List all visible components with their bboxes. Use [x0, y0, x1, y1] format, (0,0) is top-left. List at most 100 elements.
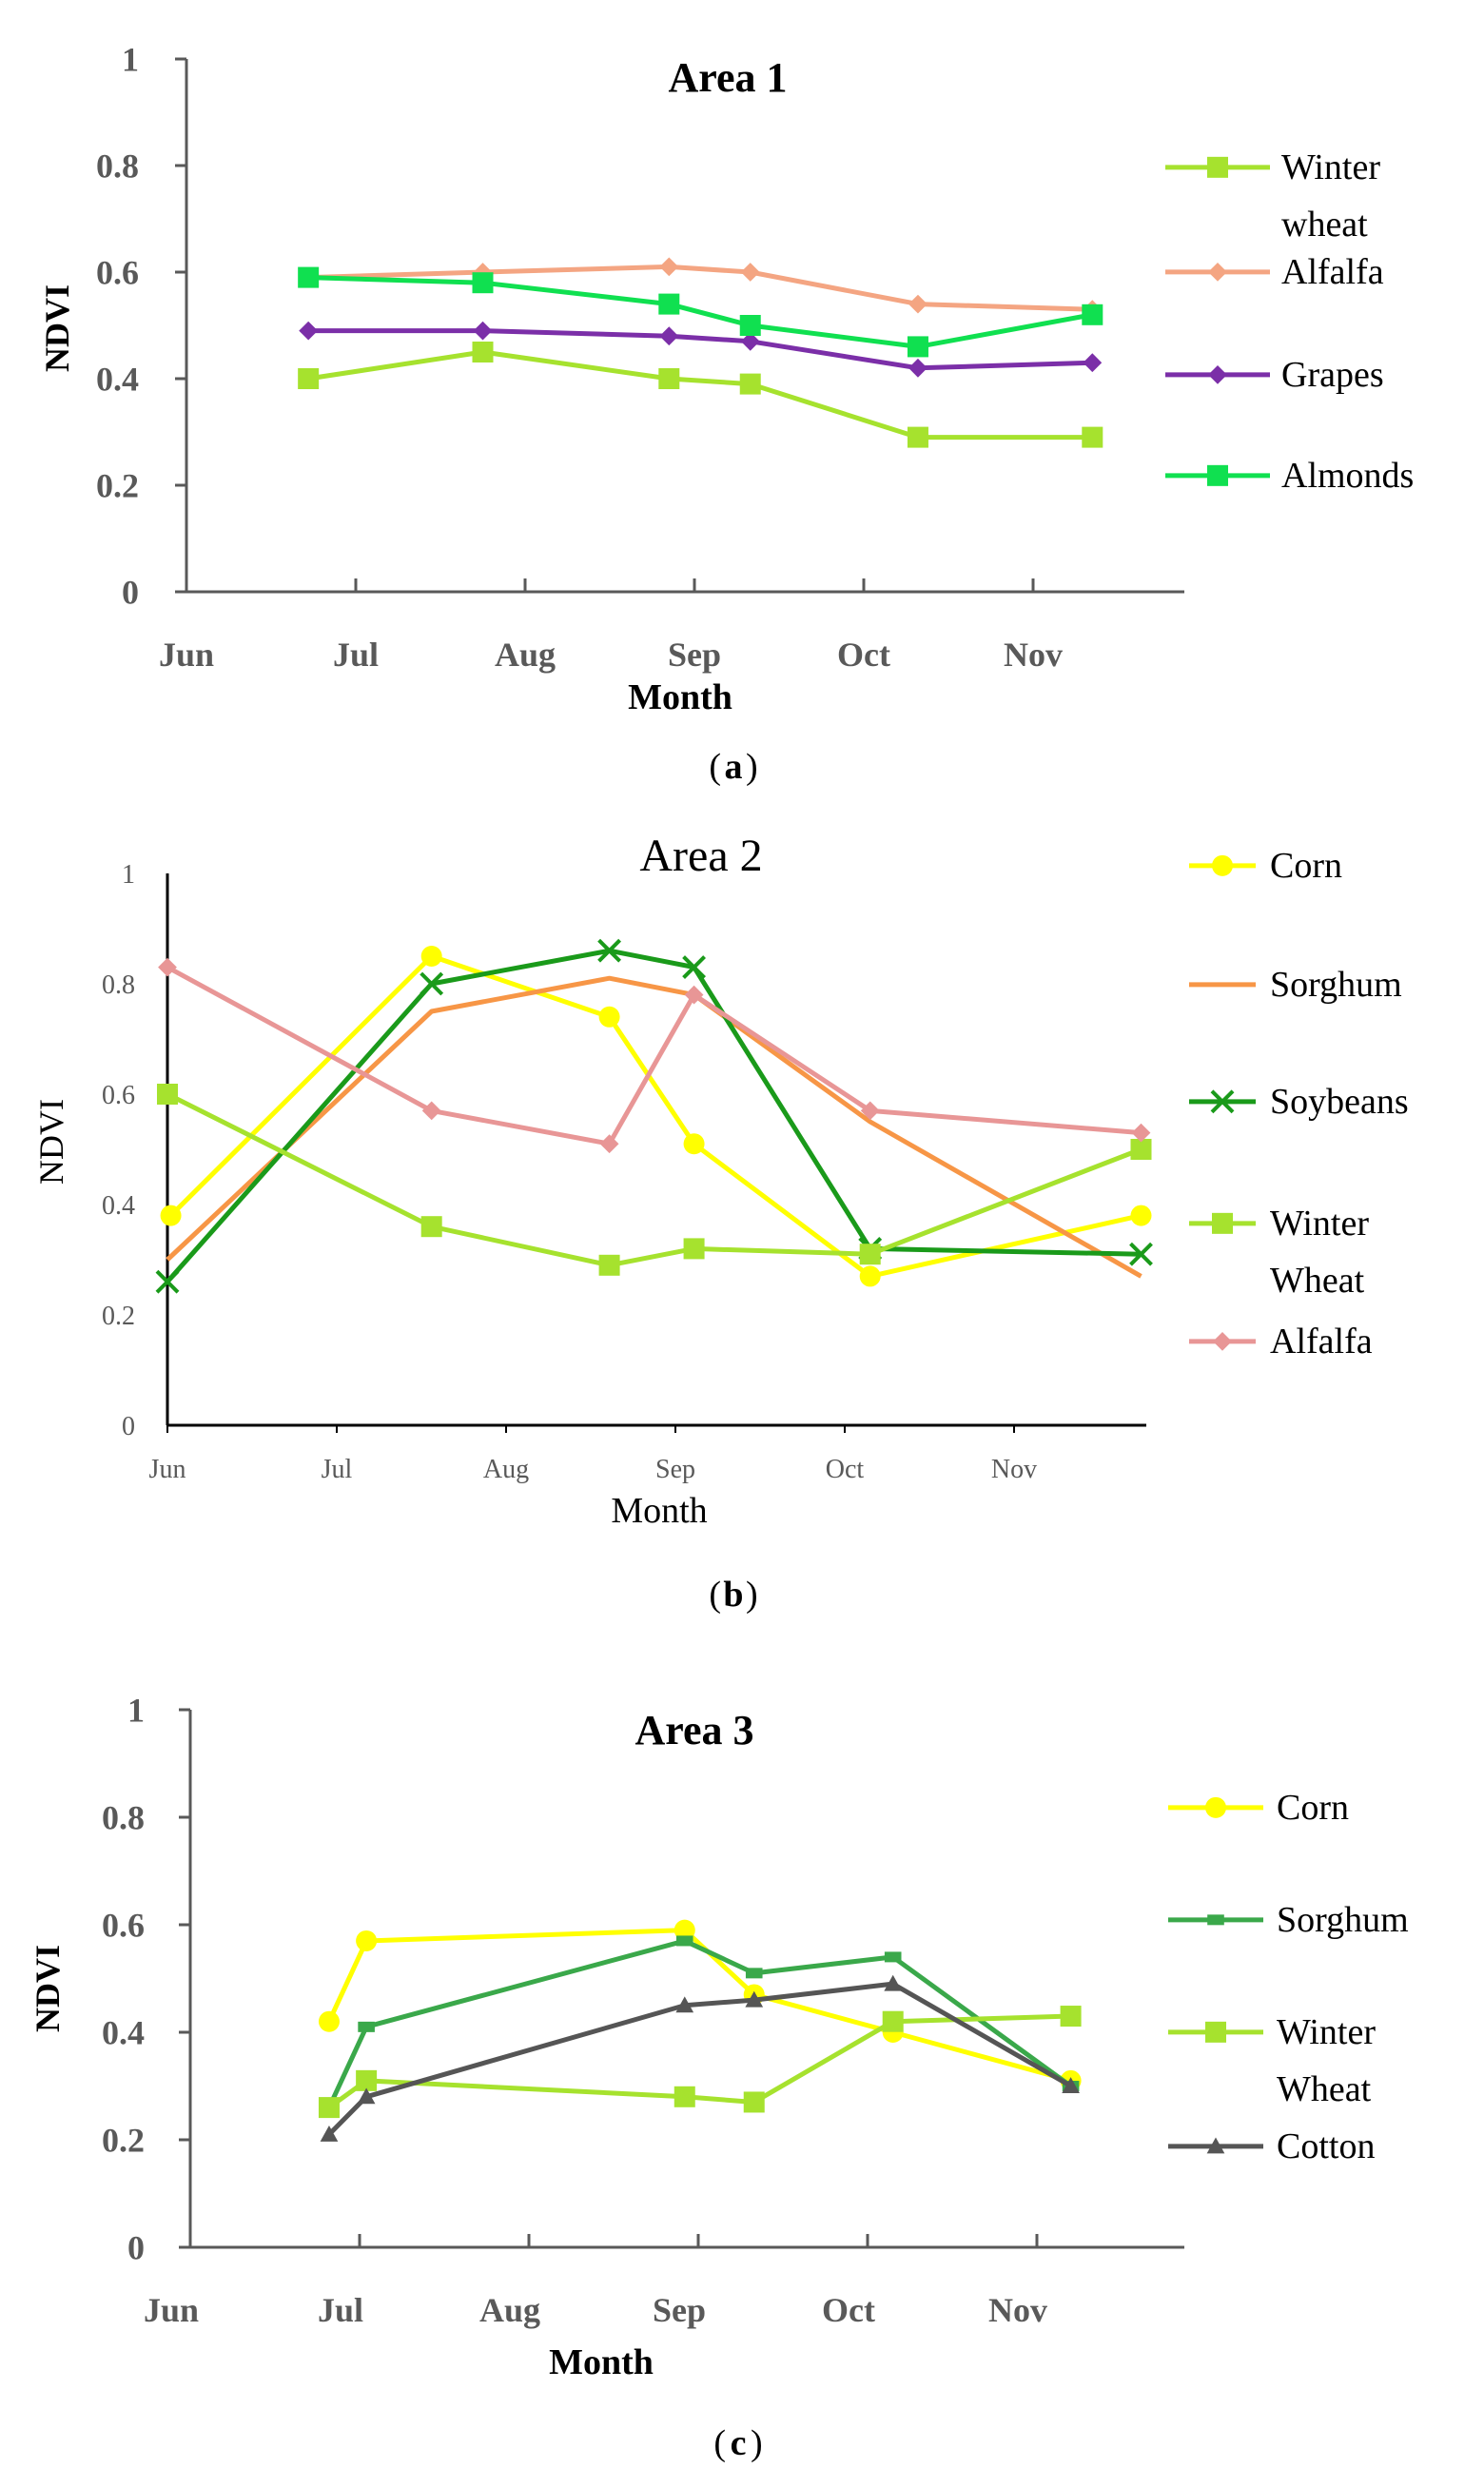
- legend: Corn Sorghum Winter Wheat Cotton: [1168, 1788, 1409, 2166]
- caption-letter: a: [725, 747, 743, 787]
- legend-swatch-marker: [1208, 364, 1227, 384]
- x-tick-label-oct: Oct: [822, 2291, 875, 2329]
- data-point: [683, 1238, 705, 1260]
- data-point: [157, 1084, 178, 1105]
- chart-area-3: Area 3 NDVI Month ( c ) 0 0.2 0.4 0.6 0.8 1 Ju…: [29, 1692, 1409, 2463]
- caption-close-paren: ): [751, 2423, 763, 2463]
- legend-label: Grapes: [1281, 355, 1384, 395]
- legend-swatch-marker: [1207, 1914, 1224, 1926]
- data-point: [674, 2086, 695, 2107]
- y-tick-label: 1: [122, 860, 135, 890]
- legend-item-sorghum: Sorghum: [1168, 1900, 1409, 1940]
- series-sorghum: [166, 975, 1142, 1279]
- data-point: [160, 1205, 182, 1226]
- data-point: [1082, 304, 1103, 325]
- legend: Corn Sorghum Soybeans Winter Wheat Alfalfa: [1189, 846, 1409, 1362]
- legend-item-winter-wheat: Winter Wheat: [1189, 1204, 1369, 1301]
- data-point: [158, 957, 177, 977]
- x-tick-label-nov: Nov: [988, 2291, 1047, 2329]
- x-tick-label-nov: Nov: [1004, 636, 1063, 674]
- legend-label: Winter wheat: [1281, 147, 1380, 245]
- series-line: [308, 264, 1093, 312]
- chart-area-2: Area 2 NDVI Month ( b ) 0 0.2 0.4 0.6 0.8 1 Ju…: [32, 831, 1409, 1615]
- legend-swatch-marker: [1207, 156, 1228, 178]
- y-axis-label: NDVI: [38, 284, 76, 372]
- data-point: [356, 1930, 378, 1951]
- data-point: [745, 1968, 763, 1979]
- legend: Winter wheat Alfalfa Grapes Almonds: [1165, 147, 1414, 496]
- caption-open-paren: (: [709, 747, 721, 787]
- x-tick-label-sep: Sep: [653, 2291, 706, 2329]
- x-tick-label-jul: Jul: [322, 1455, 353, 1484]
- data-point: [298, 368, 320, 389]
- x-tick-label-aug: Aug: [483, 1455, 529, 1484]
- data-point: [357, 2087, 376, 2105]
- data-point: [740, 331, 760, 351]
- caption-close-paren: ): [746, 747, 758, 787]
- x-tick-label-jun: Jun: [149, 1455, 186, 1484]
- x-tick-label-jul: Jul: [318, 2291, 363, 2329]
- legend-swatch-marker: [1206, 2137, 1225, 2154]
- legend-swatch-marker: [1212, 1212, 1233, 1234]
- series-line: [326, 1938, 1073, 2109]
- y-tick-label: 0: [122, 574, 139, 612]
- axes: 0 0.2 0.4 0.6 0.8 1 Jun Jul Aug Sep Oct Nov: [96, 41, 1184, 674]
- legend-swatch-marker: [1212, 854, 1233, 876]
- legend-label: Winter Wheat: [1270, 1204, 1369, 1301]
- legend-swatch-marker: [1208, 262, 1227, 282]
- data-point: [740, 263, 760, 282]
- legend-item-winter-wheat: Winter Wheat: [1168, 2012, 1376, 2109]
- data-point: [299, 321, 319, 341]
- axes: 0 0.2 0.4 0.6 0.8 1 Jun Jul Aug Sep Oct Nov: [102, 1692, 1184, 2329]
- data-point: [860, 1101, 880, 1121]
- data-point: [472, 272, 494, 294]
- data-point: [682, 955, 706, 980]
- data-point: [859, 1244, 881, 1265]
- data-point: [358, 2021, 375, 2032]
- legend-label: Winter Wheat: [1277, 2012, 1376, 2109]
- axes: 0 0.2 0.4 0.6 0.8 1 Jun Jul Aug Sep Oct Nov: [102, 860, 1146, 1484]
- series-line: [166, 975, 1142, 1279]
- legend-label: Sorghum: [1270, 965, 1402, 1005]
- series-almonds: [298, 266, 1103, 358]
- series-grapes: [299, 321, 1103, 378]
- y-axis-label: NDVI: [32, 1099, 70, 1185]
- y-tick-label: 0.4: [102, 1191, 135, 1221]
- legend-item-sorghum: Sorghum: [1189, 965, 1402, 1005]
- legend-label: Soybeans: [1270, 1082, 1409, 1122]
- chart-area-1: Area 1 NDVI Month ( a ) 0 0.2 0.4 0.6 0.8 1 Ju…: [38, 41, 1414, 787]
- data-point: [1130, 1139, 1152, 1160]
- legend-label: Cotton: [1277, 2126, 1375, 2166]
- legend-item-soybeans: Soybeans: [1189, 1082, 1409, 1122]
- y-tick-label: 1: [122, 41, 139, 79]
- data-point: [1062, 2077, 1080, 2093]
- legend-swatch-marker: [1207, 464, 1228, 486]
- y-tick-label: 0: [127, 2229, 145, 2267]
- data-point: [356, 2069, 378, 2091]
- x-tick-label-jun: Jun: [144, 2291, 199, 2329]
- series-line: [166, 948, 1142, 1283]
- series-winter-wheat: [298, 342, 1103, 448]
- x-tick-label-oct: Oct: [837, 636, 890, 674]
- series-alfalfa: [158, 957, 1151, 1154]
- data-point: [1129, 1242, 1153, 1266]
- data-point: [421, 1101, 441, 1121]
- data-point: [1082, 426, 1103, 448]
- y-tick-label: 0.8: [102, 970, 135, 1000]
- chart-title: Area 2: [639, 831, 762, 881]
- x-axis-label: Month: [628, 677, 732, 717]
- data-point: [472, 342, 494, 362]
- data-point: [675, 1996, 694, 2013]
- data-point: [884, 1974, 903, 1991]
- data-point: [684, 985, 704, 1005]
- series-corn: [160, 946, 1152, 1287]
- data-point: [1083, 353, 1103, 373]
- caption-open-paren: (: [709, 1575, 721, 1615]
- data-point: [658, 293, 680, 315]
- legend-item-cotton: Cotton: [1168, 2126, 1375, 2166]
- data-point: [743, 2091, 765, 2113]
- data-point: [658, 368, 680, 389]
- data-point: [882, 2010, 904, 2032]
- x-tick-label-aug: Aug: [495, 636, 556, 674]
